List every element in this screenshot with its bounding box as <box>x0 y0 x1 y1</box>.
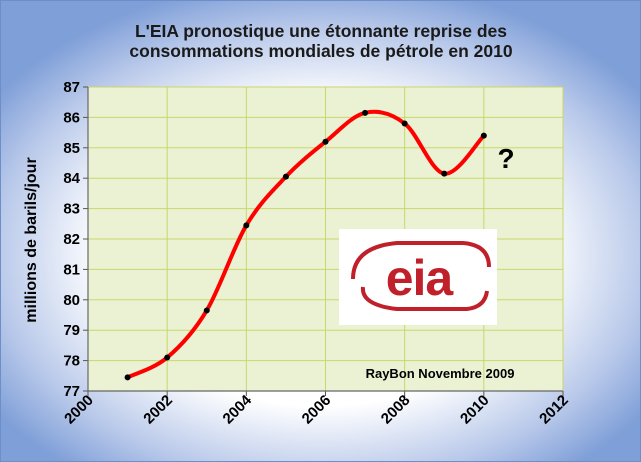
eia-logo-icon: eia <box>351 241 491 311</box>
y-axis-label: millions de barils/jour <box>23 157 40 322</box>
x-tick-label: 2004 <box>220 391 256 427</box>
data-point <box>282 173 289 180</box>
chart-title-line-2: consommations mondiales de pétrole en 20… <box>129 41 513 61</box>
y-tick-label: 84 <box>63 170 80 187</box>
y-tick-label: 86 <box>63 109 80 126</box>
y-tick-label: 80 <box>63 292 80 309</box>
data-point <box>203 307 210 314</box>
question-mark-annotation: ? <box>497 143 514 174</box>
y-tick-label: 83 <box>63 201 80 218</box>
y-tick-label: 81 <box>63 261 80 278</box>
data-point <box>441 170 448 177</box>
y-tick-label: 85 <box>63 140 80 157</box>
x-tick-label: 2002 <box>140 392 176 428</box>
x-tick-label: 2010 <box>457 392 493 428</box>
x-tick-label: 2008 <box>378 392 414 428</box>
y-tick-label: 78 <box>63 353 80 370</box>
series-line <box>125 109 486 380</box>
chart-title-line-1: L'EIA pronostique une étonnante reprise … <box>134 21 508 41</box>
y-tick-label: 77 <box>63 383 80 400</box>
x-tick-label: 2006 <box>299 392 335 428</box>
data-point <box>401 120 408 127</box>
credit-annotation: RayBon Novembre 2009 <box>366 366 515 381</box>
data-point <box>124 374 131 381</box>
data-point <box>480 132 487 139</box>
y-tick-label: 87 <box>63 79 80 96</box>
y-tick-label: 82 <box>63 231 80 248</box>
logo-text: eia <box>386 250 455 306</box>
data-point <box>243 222 250 229</box>
eia-logo: eia <box>339 229 497 325</box>
data-point <box>362 109 369 116</box>
data-point <box>322 138 329 145</box>
data-point <box>164 354 171 361</box>
x-tick-label: 2012 <box>536 392 572 428</box>
chart-title: L'EIA pronostique une étonnante reprise … <box>41 21 601 61</box>
y-tick-label: 79 <box>63 322 80 339</box>
